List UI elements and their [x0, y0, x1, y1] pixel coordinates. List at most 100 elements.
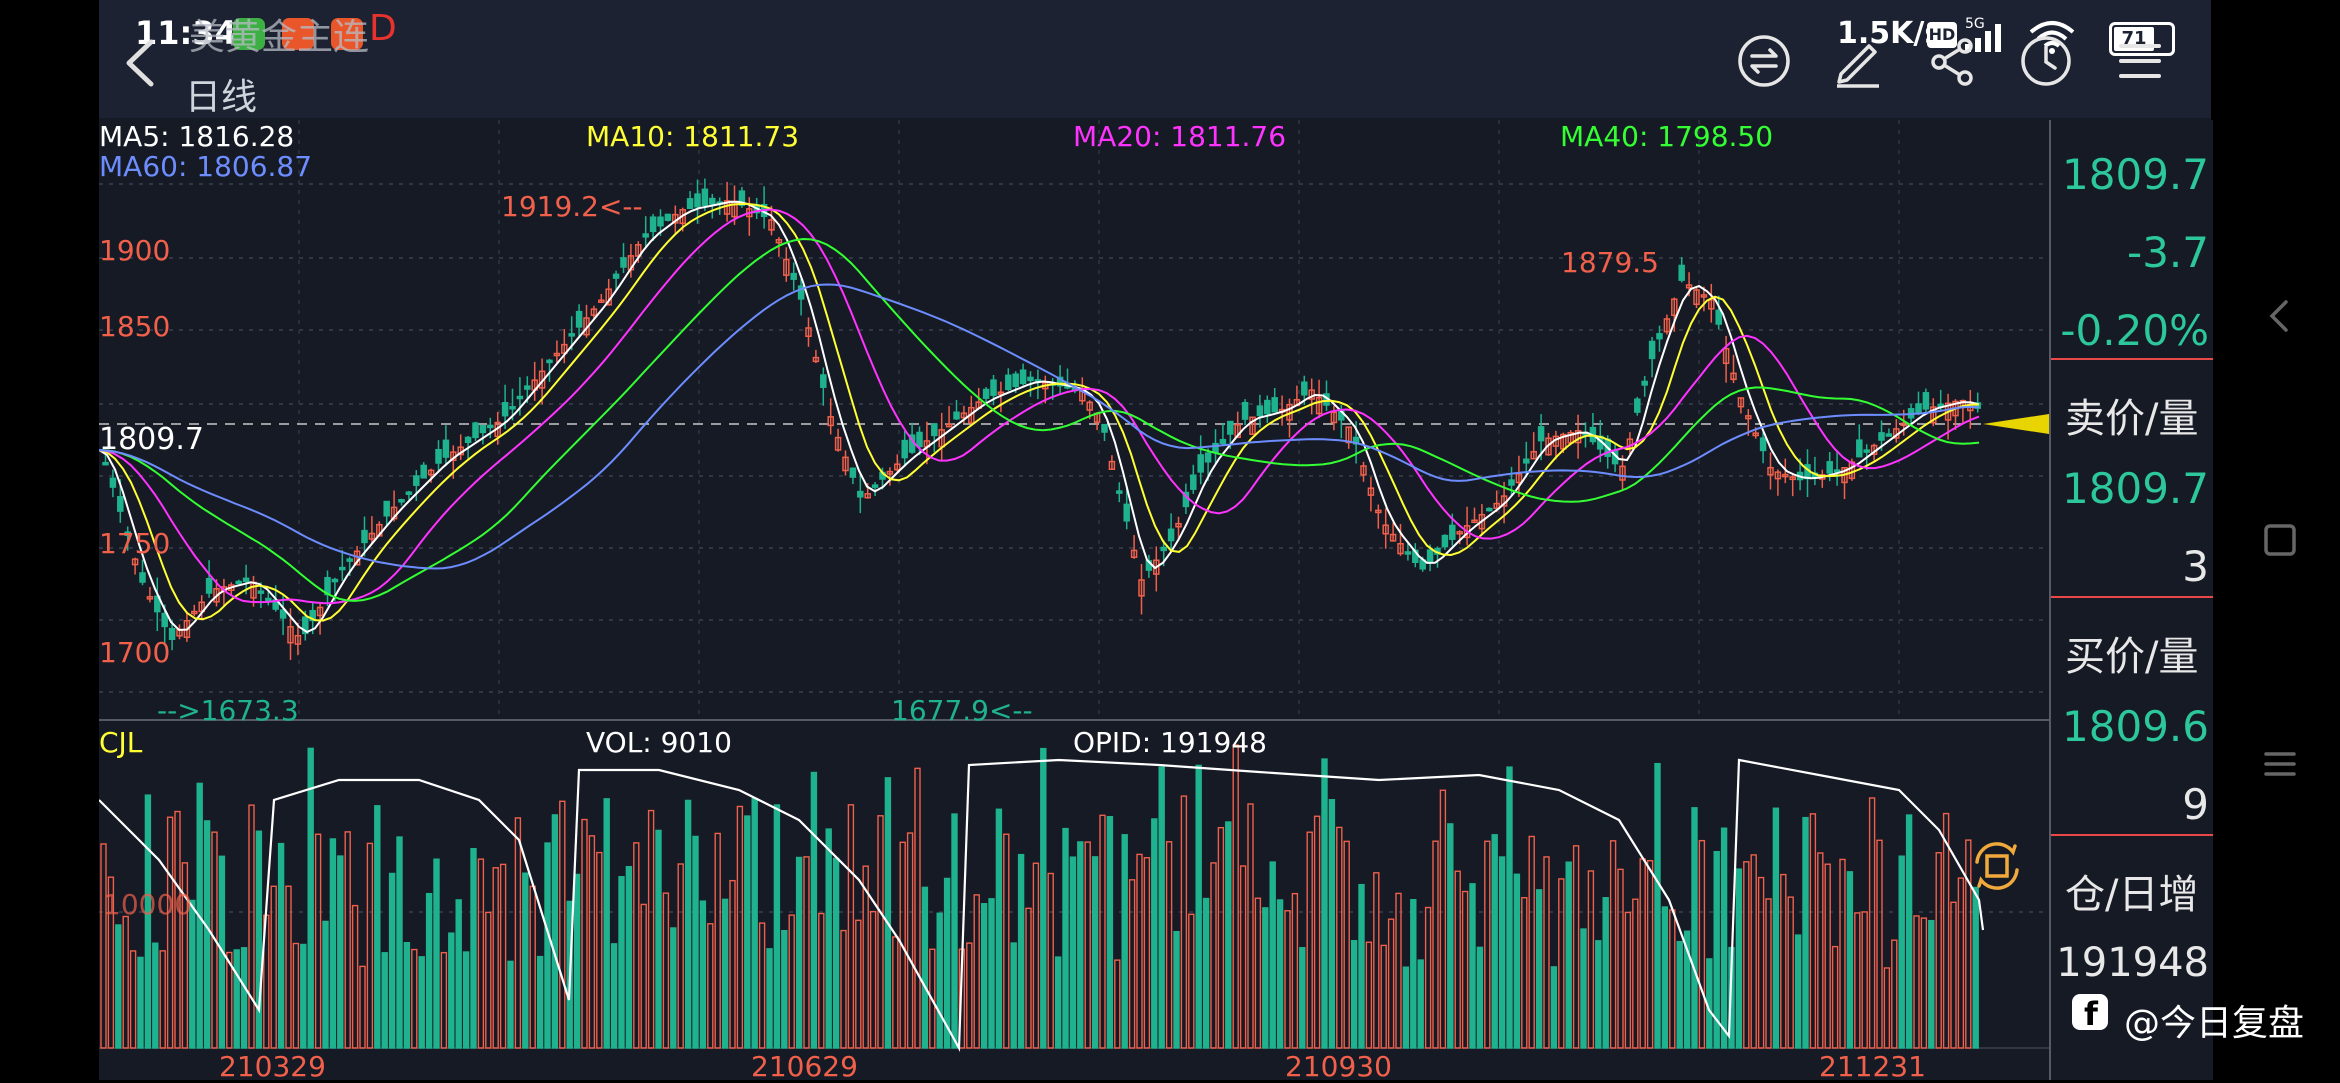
edit-icon[interactable]	[1831, 34, 1885, 88]
volume-bar	[300, 943, 307, 1049]
volume-bar	[1750, 854, 1757, 1049]
volume-bar	[581, 818, 588, 1049]
volume-bar	[1373, 872, 1380, 1049]
clock-icon[interactable]	[2019, 34, 2073, 88]
period-selector[interactable]: 日线	[185, 77, 258, 118]
volume-bar	[1913, 915, 1920, 1049]
volume-bar	[144, 794, 152, 1049]
candle-body	[1204, 452, 1212, 463]
candle-body	[709, 197, 716, 205]
back-icon[interactable]	[121, 38, 161, 88]
volume-bar	[1017, 853, 1025, 1049]
candle-body	[805, 327, 812, 338]
candle-body	[472, 422, 479, 439]
candle-body	[997, 391, 1005, 395]
volume-bar	[1173, 930, 1180, 1049]
candle-body	[916, 431, 923, 448]
volume-bar	[1654, 762, 1661, 1049]
volume-bar	[1040, 747, 1047, 1049]
candle-body	[235, 580, 242, 585]
candle-body	[553, 352, 561, 357]
candle-body	[894, 463, 901, 471]
candle-body	[102, 461, 109, 466]
volume-bar	[1839, 858, 1846, 1049]
candle-body	[109, 477, 117, 488]
volume-bar	[899, 841, 906, 1049]
candle-body	[257, 590, 265, 594]
menu-icon[interactable]	[2113, 34, 2167, 88]
candle-body	[242, 577, 250, 583]
volume-bar	[1062, 827, 1069, 1049]
volume-bar	[1321, 758, 1328, 1049]
candle-body	[1663, 318, 1671, 333]
volume-bar	[1691, 807, 1698, 1049]
volume-bar	[1099, 814, 1106, 1049]
volume-bar	[1469, 883, 1476, 1049]
candle-body	[302, 616, 309, 635]
candle-body	[701, 188, 709, 207]
candle-body	[842, 456, 849, 472]
candle-body	[1005, 374, 1012, 391]
kline-chart[interactable]	[99, 0, 2211, 1080]
volume-bar	[137, 956, 144, 1049]
volume-bar	[736, 805, 744, 1049]
candle-body	[1012, 373, 1019, 388]
volume-bar	[1957, 877, 1965, 1049]
candle-body	[1382, 524, 1389, 535]
volume-bar	[1225, 821, 1232, 1049]
swap-icon[interactable]	[1737, 34, 1791, 88]
ma40-label: MA40: 1798.50	[1560, 120, 1774, 153]
volume-bar	[522, 872, 529, 1049]
ma20-label: MA20: 1811.76	[1073, 120, 1287, 153]
candle-body	[797, 285, 805, 300]
volume-bar	[337, 855, 344, 1049]
volume-bar	[840, 929, 847, 1049]
candle-body	[1219, 438, 1227, 445]
nav-back-icon[interactable]	[2250, 286, 2310, 346]
volume-bar	[1543, 856, 1550, 1049]
open-interest-label: 仓/日增	[2065, 872, 2199, 918]
candle-body	[1523, 458, 1530, 464]
candle-body	[1404, 551, 1412, 555]
volume-bar	[440, 951, 448, 1049]
bid-volume: 9	[2182, 780, 2209, 829]
volume-bar	[1572, 845, 1580, 1049]
volume-bar	[1854, 912, 1861, 1049]
candle-body	[146, 596, 154, 600]
ma5-line	[99, 200, 1980, 634]
nav-home-icon[interactable]	[2250, 510, 2310, 570]
volume-bar	[551, 814, 559, 1049]
volume-bar	[366, 842, 374, 1049]
hd-badge: HD	[1927, 22, 1957, 48]
signal-icon	[1965, 24, 2001, 52]
volume-bar	[1054, 956, 1062, 1049]
candle-body	[1752, 432, 1759, 437]
volume-bar	[1639, 858, 1646, 1049]
volume-bar	[1484, 840, 1491, 1049]
volume-bar	[1506, 766, 1513, 1049]
nav-recents-icon[interactable]	[2250, 734, 2310, 794]
volume-bar	[714, 832, 721, 1049]
volume-bar	[1380, 944, 1387, 1049]
candle-body	[1863, 449, 1870, 453]
volume-bar	[1632, 898, 1639, 1049]
candle-body	[413, 475, 420, 486]
net-speed: 1.5K/s	[1837, 16, 1943, 51]
volume-bar	[1387, 918, 1395, 1049]
volume-bar	[862, 865, 869, 1049]
share-icon[interactable]	[1925, 34, 1979, 88]
volume-bar	[973, 894, 980, 1049]
volume-bar	[818, 912, 825, 1049]
volume-bar	[322, 920, 329, 1049]
volume-bar	[1202, 897, 1210, 1049]
candle-body	[657, 216, 664, 227]
candle-body	[1449, 524, 1456, 540]
volume-bar	[1476, 946, 1484, 1049]
volume-bar	[1151, 818, 1158, 1049]
candle-body	[649, 216, 657, 233]
candle-body	[945, 423, 953, 428]
volume-bar	[1247, 803, 1254, 1049]
rotate-screen-icon[interactable]	[1969, 838, 2025, 894]
candle-body	[1641, 380, 1648, 386]
